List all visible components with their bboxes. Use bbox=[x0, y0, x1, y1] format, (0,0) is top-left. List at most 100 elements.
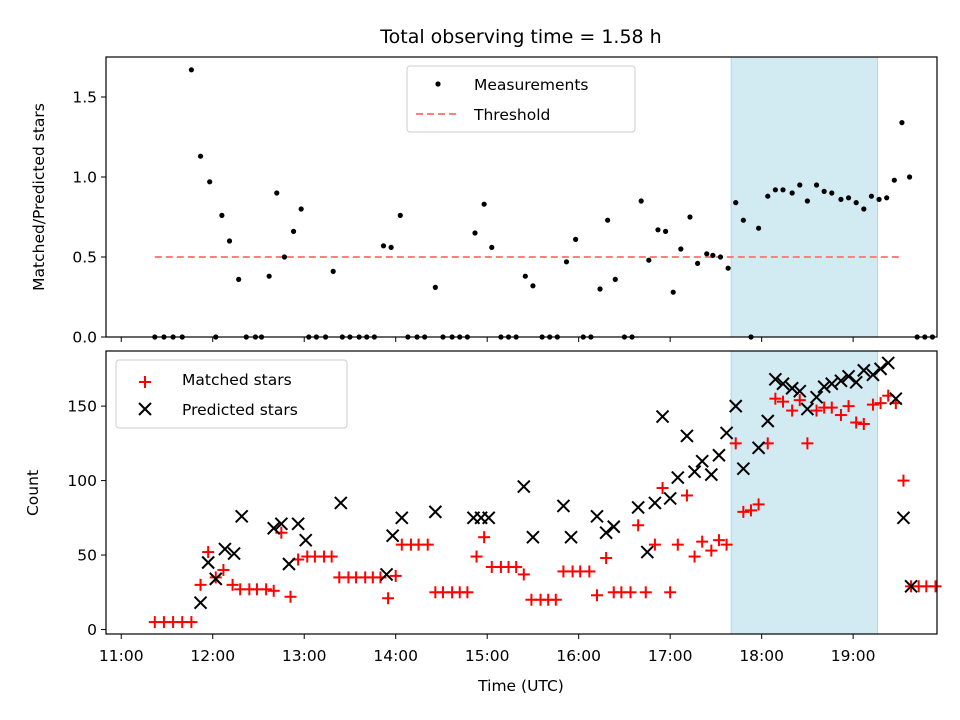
bottom-x-tick-label: 18:00 bbox=[739, 647, 784, 665]
matched-star-point bbox=[769, 392, 782, 405]
measurement-point bbox=[472, 230, 478, 236]
measurement-point bbox=[274, 190, 280, 196]
predicted-star-point bbox=[671, 470, 685, 485]
matched-stars-points bbox=[148, 389, 942, 629]
top-legend: Measurements Threshold bbox=[406, 65, 636, 133]
top-y-ticks: 0.0 0.5 1.0 1.5 bbox=[72, 89, 106, 347]
matched-star-point bbox=[209, 571, 222, 584]
predicted-star-point bbox=[655, 409, 670, 424]
measurement-point bbox=[717, 254, 724, 260]
matched-star-point bbox=[776, 395, 789, 408]
measurement-point bbox=[687, 214, 693, 220]
matched-star-point bbox=[897, 474, 910, 487]
bottom-shaded-interval bbox=[730, 350, 879, 635]
matched-star-point bbox=[729, 437, 742, 450]
matched-star-point bbox=[786, 404, 799, 417]
measurement-point bbox=[906, 174, 913, 180]
measurement-point bbox=[821, 188, 827, 194]
predicted-star-point bbox=[234, 509, 249, 524]
bottom-y-tick-label: 150 bbox=[67, 398, 97, 416]
top-x-ticks bbox=[120, 337, 854, 342]
matched-star-point bbox=[688, 550, 701, 563]
matched-star-point bbox=[260, 583, 273, 596]
measurement-point bbox=[380, 243, 387, 249]
matched-star-point bbox=[421, 538, 434, 551]
predicted-star-point bbox=[776, 377, 790, 391]
measurement-point bbox=[868, 193, 875, 199]
bottom-x-tick-label: 12:00 bbox=[190, 647, 235, 665]
matched-star-point bbox=[801, 437, 814, 450]
bottom-y-axis-label: Count bbox=[24, 470, 42, 516]
measurement-point bbox=[765, 193, 771, 199]
measurement-point bbox=[489, 244, 495, 250]
measurement-point bbox=[188, 67, 194, 73]
matched-star-point bbox=[284, 590, 297, 603]
predicted-star-point bbox=[809, 390, 824, 404]
top-shaded-interval bbox=[730, 56, 879, 338]
matched-star-point bbox=[866, 398, 879, 411]
legend-predicted-marker bbox=[138, 402, 152, 416]
matched-star-point bbox=[510, 560, 523, 573]
measurement-point bbox=[678, 246, 684, 252]
predicted-star-point bbox=[751, 441, 766, 455]
matched-star-point bbox=[648, 538, 661, 551]
measurement-point bbox=[853, 200, 859, 206]
matched-star-point bbox=[696, 535, 709, 548]
predicted-star-point bbox=[209, 572, 223, 586]
measurement-point bbox=[236, 276, 242, 282]
matched-star-point bbox=[590, 589, 603, 602]
measurement-point bbox=[530, 283, 536, 289]
matched-star-point bbox=[624, 586, 637, 599]
predicted-star-point bbox=[607, 520, 621, 534]
measurement-point bbox=[662, 228, 669, 234]
legend-matched-label: Matched stars bbox=[182, 371, 292, 389]
measurement-point bbox=[605, 217, 611, 223]
measurement-point bbox=[646, 257, 652, 263]
matched-star-point bbox=[737, 505, 750, 518]
predicted-star-point bbox=[761, 414, 775, 428]
predicted-star-point bbox=[631, 500, 645, 515]
legend-predicted-label: Predicted stars bbox=[182, 401, 298, 419]
top-y-tick-label: 0.5 bbox=[72, 249, 97, 267]
measurement-point bbox=[891, 177, 897, 183]
bottom-legend-box bbox=[115, 359, 348, 429]
bottom-x-tick-label: 15:00 bbox=[465, 647, 510, 665]
predicted-star-point bbox=[793, 384, 807, 398]
predicted-star-point bbox=[299, 533, 313, 547]
predicted-star-point bbox=[395, 511, 409, 525]
predicted-star-point bbox=[556, 499, 571, 513]
matched-star-point bbox=[705, 544, 718, 557]
predicted-star-point bbox=[379, 567, 394, 582]
measurement-point bbox=[876, 196, 882, 202]
matched-star-point bbox=[325, 550, 338, 563]
matched-star-point bbox=[664, 586, 677, 599]
matched-star-point bbox=[671, 538, 684, 551]
matched-star-point bbox=[680, 489, 693, 502]
measurement-point bbox=[655, 227, 661, 233]
predicted-star-point bbox=[800, 402, 815, 416]
predicted-star-point bbox=[201, 555, 215, 570]
matched-star-point bbox=[470, 550, 483, 563]
bottom-x-axis-label: Time (UTC) bbox=[477, 677, 564, 695]
matched-star-point bbox=[720, 538, 733, 551]
bottom-x-tick-label: 17:00 bbox=[648, 647, 693, 665]
measurement-point bbox=[789, 190, 795, 196]
top-axes-frame bbox=[105, 56, 938, 338]
predicted-star-point bbox=[849, 375, 863, 389]
predicted-star-point bbox=[193, 596, 208, 610]
measurement-point bbox=[813, 182, 820, 188]
predicted-star-point bbox=[704, 467, 719, 482]
predicted-star-point bbox=[526, 530, 540, 544]
measurement-point bbox=[772, 187, 778, 193]
bottom-legend: Matched stars Predicted stars bbox=[115, 359, 348, 429]
bottom-axes-frame bbox=[105, 350, 938, 635]
matched-star-point bbox=[549, 593, 562, 606]
bottom-x-tick-label: 19:00 bbox=[831, 647, 876, 665]
predicted-star-point bbox=[640, 545, 655, 559]
predicted-star-point bbox=[857, 363, 871, 378]
matched-star-point bbox=[825, 401, 838, 414]
predicted-star-point bbox=[873, 362, 888, 376]
matched-star-point bbox=[842, 400, 855, 413]
predicted-star-point bbox=[817, 380, 831, 394]
measurement-point bbox=[704, 251, 710, 257]
